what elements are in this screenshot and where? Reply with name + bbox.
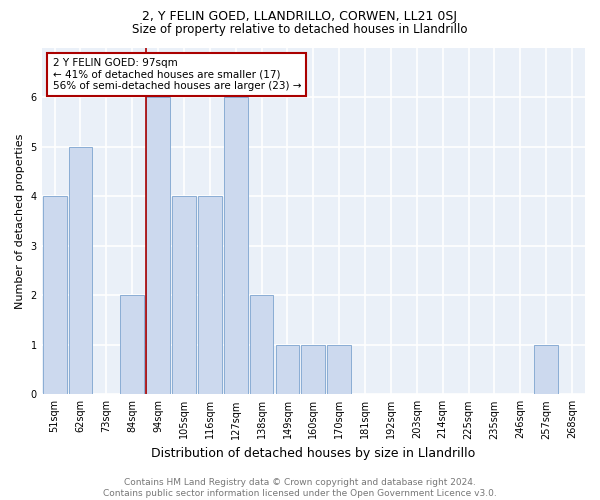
Bar [328,345,351,395]
Y-axis label: Number of detached properties: Number of detached properties [15,133,25,308]
Text: 2, Y FELIN GOED, LLANDRILLO, CORWEN, LL21 0SJ: 2, Y FELIN GOED, LLANDRILLO, CORWEN, LL2… [143,10,458,23]
Text: 2 Y FELIN GOED: 97sqm
← 41% of detached houses are smaller (17)
56% of semi-deta: 2 Y FELIN GOED: 97sqm ← 41% of detached … [53,58,301,91]
Bar [121,295,144,394]
Text: Contains HM Land Registry data © Crown copyright and database right 2024.
Contai: Contains HM Land Registry data © Crown c… [103,478,497,498]
Bar [534,345,558,395]
X-axis label: Distribution of detached houses by size in Llandrillo: Distribution of detached houses by size … [151,447,475,460]
Bar [68,146,92,394]
Text: Size of property relative to detached houses in Llandrillo: Size of property relative to detached ho… [132,22,468,36]
Bar [172,196,196,394]
Bar [275,345,299,395]
Bar [301,345,325,395]
Bar [224,97,248,394]
Bar [198,196,222,394]
Bar [250,295,274,394]
Bar [146,97,170,394]
Bar [43,196,67,394]
